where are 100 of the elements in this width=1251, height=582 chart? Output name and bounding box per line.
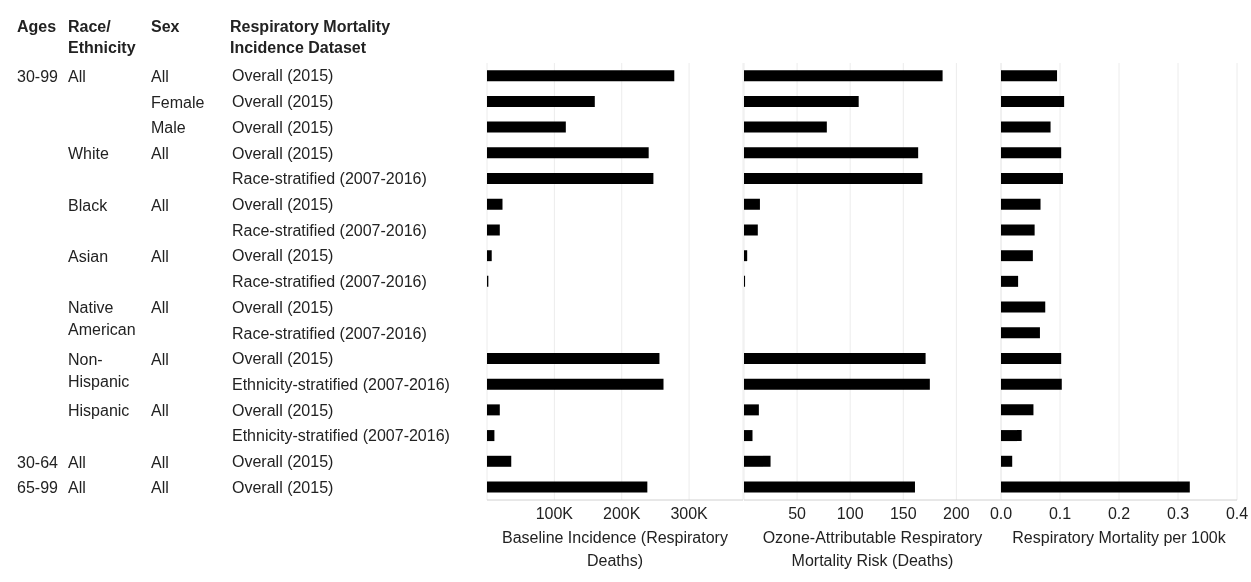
x-axis-title: Baseline Incidence (Respiratory Deaths) <box>501 528 729 571</box>
x-axis-title: Ozone-Attributable Respiratory Mortality Risk (Deaths) <box>761 528 984 571</box>
y-tick-label: Race-stratified (2007-2016) <box>232 273 427 291</box>
bar <box>487 430 495 442</box>
x-tick-label: 100 <box>836 505 864 523</box>
text: Female <box>151 92 206 113</box>
x-tick-label: 300K <box>670 505 709 523</box>
bar <box>487 455 512 467</box>
bar <box>487 352 660 364</box>
bar <box>487 70 675 82</box>
y-tick-label: Ethnicity-stratified (2007-2016) <box>232 375 450 393</box>
bar <box>487 224 500 236</box>
y-tick-label: Overall (2015) <box>232 144 334 162</box>
y-tick-label: Overall (2015) <box>232 247 334 265</box>
y-tick-label: Overall (2015) <box>232 67 334 85</box>
bar <box>1001 70 1058 82</box>
bar <box>487 404 500 416</box>
text: All <box>68 478 87 499</box>
bar <box>487 121 566 133</box>
bar <box>744 250 748 262</box>
bar <box>1001 198 1041 210</box>
bar <box>1001 173 1063 185</box>
y-tick-label: Overall (2015) <box>232 195 334 213</box>
x-tick-label: 50 <box>788 505 807 523</box>
text: 30-64 <box>17 452 59 473</box>
x-tick-label: 200K <box>603 505 641 523</box>
y-tick-label: Overall (2015) <box>232 298 334 316</box>
text: Male <box>151 118 187 139</box>
text: All <box>151 195 170 216</box>
bar <box>487 198 503 210</box>
bar <box>744 95 859 107</box>
bar <box>1001 352 1062 364</box>
bar <box>1001 378 1062 390</box>
y-tick-label: Race-stratified (2007-2016) <box>232 170 427 188</box>
bar <box>487 250 492 262</box>
y-tick-label: Overall (2015) <box>232 93 334 111</box>
text: Respiratory Mortality Incidence Dataset <box>230 17 392 58</box>
text: White <box>68 144 110 165</box>
bar <box>1001 95 1065 107</box>
bar <box>487 481 648 493</box>
text: Non-Hispanic <box>68 349 131 392</box>
x-tick-label: 200 <box>943 505 970 523</box>
text: All <box>151 401 170 422</box>
x-tick-label: 0.4 <box>1225 505 1249 523</box>
text: Ages <box>17 17 58 37</box>
text: 65-99 <box>17 478 59 499</box>
bar <box>744 481 915 493</box>
bar <box>1001 404 1034 416</box>
text: Native American <box>68 298 137 341</box>
bar <box>1001 301 1046 313</box>
text: Asian <box>68 246 110 267</box>
x-tick-label: 150 <box>889 505 917 523</box>
bar <box>744 147 919 159</box>
text: Black <box>68 195 109 216</box>
text: All <box>151 452 170 473</box>
bar <box>744 378 930 390</box>
x-tick-label: 0.2 <box>1107 505 1131 523</box>
bar <box>1001 121 1051 133</box>
x-tick-label: 0.3 <box>1166 505 1190 523</box>
text: All <box>151 478 170 499</box>
x-tick-label: 100K <box>535 505 574 523</box>
y-tick-label: Overall (2015) <box>232 478 334 496</box>
bar <box>487 173 654 185</box>
x-tick-label: 0.0 <box>989 505 1013 523</box>
y-tick-label: Overall (2015) <box>232 350 334 368</box>
bar <box>744 430 753 442</box>
y-tick-label: Overall (2015) <box>232 401 334 419</box>
bar <box>1001 147 1062 159</box>
bar <box>487 378 664 390</box>
y-tick-label: Race-stratified (2007-2016) <box>232 221 427 239</box>
text: All <box>151 298 170 319</box>
text: Sex <box>151 17 181 37</box>
text: All <box>68 67 87 87</box>
text: All <box>151 144 170 165</box>
bar <box>744 121 827 133</box>
bar <box>744 70 943 82</box>
bar <box>1001 275 1019 287</box>
bar <box>744 455 771 467</box>
y-tick-label: Ethnicity-stratified (2007-2016) <box>232 427 450 445</box>
bar <box>1001 327 1040 339</box>
y-tick-label: Overall (2015) <box>232 453 334 471</box>
y-tick-label: Overall (2015) <box>232 118 334 136</box>
text: All <box>68 452 87 473</box>
x-axis-title: Respiratory Mortality per 100k <box>1011 528 1227 548</box>
x-tick-label: 0.1 <box>1048 505 1072 523</box>
text: All <box>151 349 170 370</box>
text: Race/ Ethnicity <box>68 17 137 58</box>
bar <box>744 352 926 364</box>
text: 30-99 <box>17 67 59 87</box>
bar <box>744 404 759 416</box>
bar <box>1001 224 1035 236</box>
bar <box>487 95 595 107</box>
bar <box>744 173 923 185</box>
bar <box>744 198 760 210</box>
y-tick-label: Race-stratified (2007-2016) <box>232 324 427 342</box>
bar <box>487 147 649 159</box>
bar <box>1001 250 1033 262</box>
text: All <box>151 67 170 87</box>
bar <box>1001 481 1190 493</box>
text: Hispanic <box>68 401 131 422</box>
